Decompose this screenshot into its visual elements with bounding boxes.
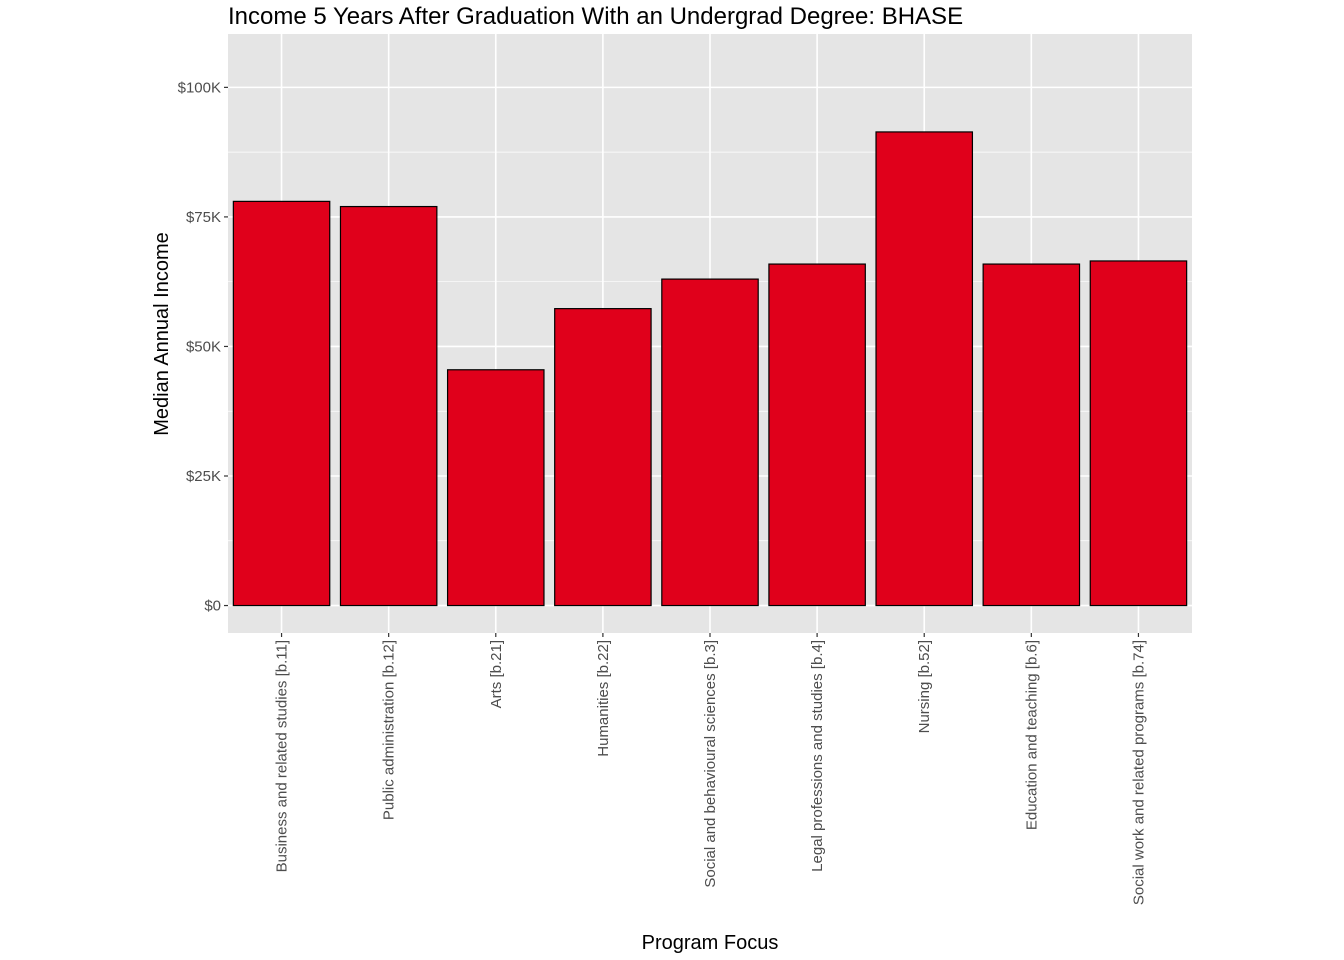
- x-tick-label: Social and behavioural sciences [b.3]: [702, 640, 719, 888]
- bar: [661, 278, 759, 607]
- chart-title: Income 5 Years After Graduation With an …: [228, 3, 963, 30]
- x-tick-label: Social work and related programs [b.74]: [1130, 640, 1147, 905]
- y-tick-label: $0: [204, 598, 221, 615]
- bar: [232, 200, 331, 607]
- bar: [982, 263, 1081, 607]
- y-tick-label: $100K: [178, 79, 221, 96]
- bar: [1089, 260, 1188, 607]
- x-axis-title: Program Focus: [642, 932, 779, 954]
- x-tick-label: Public administration [b.12]: [381, 640, 398, 820]
- x-tick-label: Legal professions and studies [b.4]: [809, 640, 826, 872]
- y-axis-title: Median Annual Income: [151, 232, 173, 435]
- bars: [232, 131, 1188, 607]
- x-tick-label: Business and related studies [b.11]: [274, 640, 291, 872]
- x-tick-label: Nursing [b.52]: [916, 640, 933, 733]
- x-tick-label: Humanities [b.22]: [595, 640, 612, 757]
- x-tick-label: Arts [b.21]: [488, 640, 505, 708]
- x-axis: Business and related studies [b.11] Publi…: [274, 633, 1147, 905]
- y-tick-label: $25K: [186, 468, 221, 485]
- y-axis: $0 $25K $50K $75K $100K: [178, 79, 228, 615]
- x-tick-label: Education and teaching [b.6]: [1023, 640, 1040, 830]
- bar: [768, 263, 866, 607]
- y-tick-label: $50K: [186, 338, 221, 355]
- bar: [875, 131, 974, 607]
- bar: [446, 369, 545, 607]
- y-tick-label: $75K: [186, 209, 221, 226]
- bar: [554, 308, 652, 607]
- bar: [339, 205, 438, 607]
